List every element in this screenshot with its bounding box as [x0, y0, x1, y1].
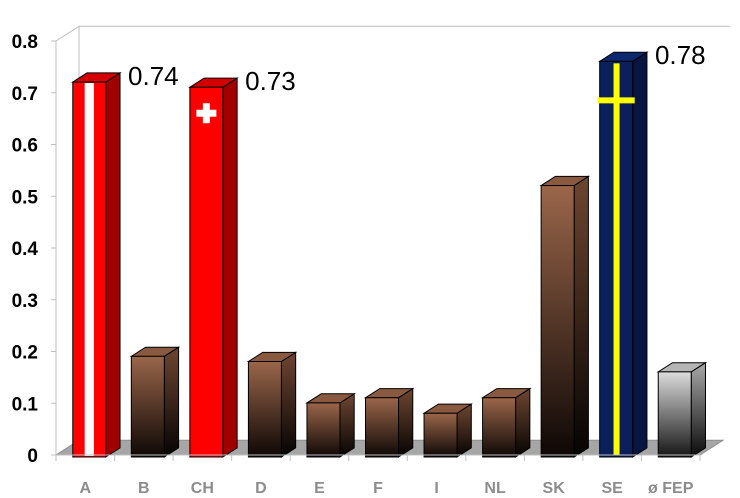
bar-side	[398, 387, 414, 458]
bar-front	[657, 371, 692, 458]
data-label: 0.78	[655, 40, 706, 70]
y-tick-label: 0.1	[12, 394, 39, 415]
bar-front	[423, 412, 458, 458]
bars-group	[71, 51, 708, 458]
y-tick-label: 0.6	[12, 136, 38, 157]
bar-side	[339, 392, 355, 458]
x-tick-label: I	[434, 480, 438, 497]
x-tick-label: E	[314, 480, 325, 497]
y-tick-label: 0.8	[12, 32, 38, 53]
bar-side	[105, 72, 121, 458]
x-axis: A B CH D E F I NL SK SE ø FEP	[55, 454, 701, 497]
data-labels-group: 0.74 0.73 0.78	[128, 40, 706, 96]
x-tick-label: CH	[191, 480, 214, 497]
y-axis: 0 0.1 0.2 0.3 0.4 0.5 0.6 0.7 0.8	[12, 32, 57, 467]
data-label: 0.73	[245, 66, 296, 96]
bar-front	[540, 185, 575, 458]
bar-side	[632, 51, 648, 458]
swiss-cross-v	[202, 103, 210, 124]
y-tick-label: 0.3	[12, 291, 38, 312]
data-label: 0.74	[128, 61, 179, 91]
bar-front	[130, 355, 165, 458]
bar-side	[690, 361, 706, 458]
bar-fep	[656, 361, 708, 458]
bar-front	[189, 86, 224, 458]
austria-white-stripe	[84, 83, 94, 457]
bar-sk	[539, 175, 591, 458]
bar-side	[222, 77, 238, 458]
x-tick-label: F	[373, 480, 383, 497]
bar-i	[422, 403, 474, 458]
bar-front	[482, 397, 517, 458]
x-tick-label: SE	[602, 480, 624, 497]
bar-nl	[480, 387, 532, 458]
bar-side	[280, 351, 297, 458]
bar-front	[306, 402, 341, 458]
x-tick-label: B	[138, 480, 150, 497]
bar-a	[71, 72, 122, 458]
bar-ch	[188, 77, 239, 458]
y-tick-label: 0	[27, 446, 38, 467]
bar-side	[515, 387, 531, 458]
bar-b	[129, 346, 181, 458]
swedish-cross-v	[613, 63, 620, 455]
swedish-cross-h	[597, 97, 635, 104]
x-tick-label: SK	[543, 480, 566, 497]
y-tick-label: 0.7	[12, 84, 38, 105]
y-tick-label: 0.4	[12, 239, 39, 260]
y-tick-label: 0.5	[12, 187, 39, 208]
bar-side	[163, 346, 180, 458]
y-tick-label: 0.2	[12, 343, 38, 364]
x-tick-label: NL	[484, 480, 506, 497]
bar-e	[305, 392, 356, 458]
x-tick-label: A	[79, 480, 91, 497]
bar-front	[365, 397, 399, 458]
bar-f	[363, 387, 415, 458]
x-tick-label: D	[255, 480, 267, 497]
bar-side	[573, 175, 589, 458]
x-tick-label: ø FEP	[648, 480, 694, 497]
bar-d	[246, 351, 298, 458]
bar-se	[597, 51, 649, 458]
bar-front	[247, 361, 282, 458]
